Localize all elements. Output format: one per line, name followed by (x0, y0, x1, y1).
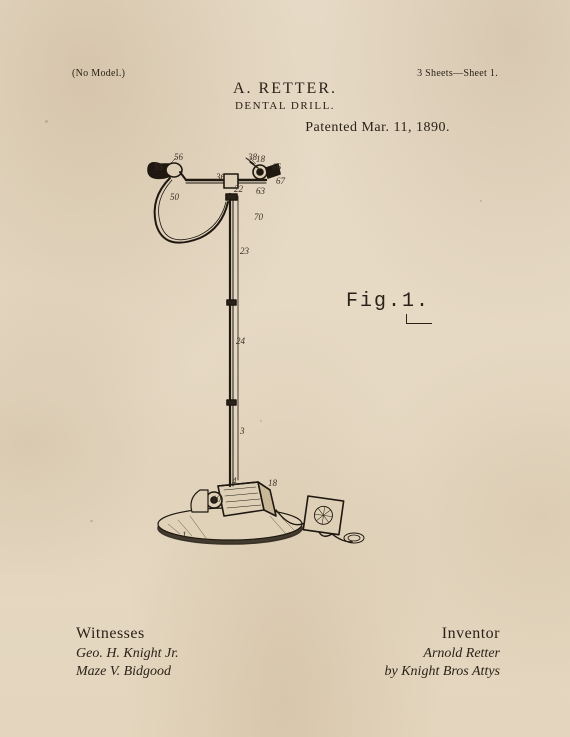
part-label: 23 (240, 246, 249, 256)
part-label: 66 (272, 162, 281, 172)
inventor-header: Inventor (320, 625, 500, 643)
witness-1-signature: Geo. H. Knight Jr. (76, 645, 256, 663)
part-label: 36 (216, 172, 225, 182)
part-label: 18 (268, 478, 277, 488)
no-model-note: (No Model.) (72, 68, 125, 79)
witness-2-signature: Maze V. Bidgood (76, 663, 256, 681)
part-label: 56 (174, 152, 183, 162)
part-label: 63 (256, 186, 265, 196)
part-label: 67 (276, 176, 285, 186)
part-label: 24 (236, 336, 245, 346)
part-label: 22 (234, 184, 243, 194)
attorney-signature: by Knight Bros Attys (320, 663, 500, 681)
inventor-block: Inventor Arnold Retter by Knight Bros At… (320, 625, 500, 681)
inventor-name: A. RETTER. (0, 80, 570, 98)
part-label: 18 (256, 154, 265, 164)
figure-underline (406, 314, 432, 324)
part-label: 3 (240, 426, 245, 436)
patent-drawing: 565550363818666763227023243410181 (130, 150, 390, 570)
witnesses-header: Witnesses (76, 625, 256, 643)
part-label: 55 (154, 162, 163, 172)
part-label: 4 (232, 476, 237, 486)
patent-date: Patented Mar. 11, 1890. (305, 120, 450, 136)
part-label: 10 (212, 494, 221, 504)
part-label: 1 (182, 530, 187, 540)
witnesses-block: Witnesses Geo. H. Knight Jr. Maze V. Bid… (76, 625, 256, 681)
part-label: 70 (254, 212, 263, 222)
invention-title: DENTAL DRILL. (0, 100, 570, 112)
part-label: 50 (170, 192, 179, 202)
inventor-signature: Arnold Retter (320, 645, 500, 663)
sheet-count: 3 Sheets—Sheet 1. (417, 68, 498, 79)
